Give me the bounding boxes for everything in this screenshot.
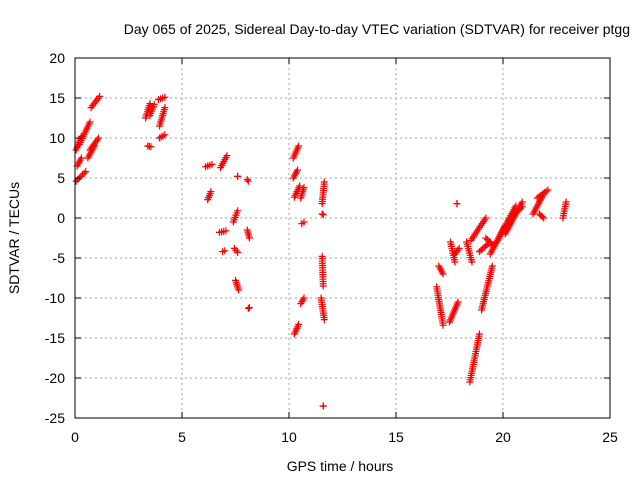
data-point xyxy=(222,227,230,235)
data-point xyxy=(439,270,447,278)
y-tick-label: 15 xyxy=(49,90,65,106)
data-point xyxy=(482,214,490,222)
data-point xyxy=(486,239,494,247)
data-point xyxy=(207,188,215,196)
data-point xyxy=(518,203,526,211)
data-point xyxy=(234,207,242,215)
y-tick-label: -25 xyxy=(45,410,65,426)
data-point xyxy=(300,294,308,302)
y-tick-label: -5 xyxy=(53,250,66,266)
data-point xyxy=(77,154,85,162)
data-point xyxy=(245,304,253,312)
data-point xyxy=(544,186,552,194)
data-point xyxy=(320,178,328,186)
data-point xyxy=(517,204,525,212)
y-tick-label: -10 xyxy=(45,290,65,306)
y-tick-label: 10 xyxy=(49,130,65,146)
data-point xyxy=(451,258,459,266)
data-point xyxy=(482,234,490,242)
data-point xyxy=(72,177,80,185)
data-point xyxy=(318,210,326,218)
data-point xyxy=(296,182,304,190)
data-point xyxy=(455,244,463,252)
data-point xyxy=(96,92,104,100)
data-point xyxy=(488,262,496,270)
x-tick-label: 15 xyxy=(388,429,404,445)
axis-ticks: 0 5 10 15 20 25 -25 -20 -15 -10 -5 0 5 10 15 20 xyxy=(45,50,618,445)
data-point xyxy=(454,298,462,306)
x-tick-label: 25 xyxy=(602,429,618,445)
data-point xyxy=(320,316,328,324)
x-tick-label: 5 xyxy=(178,429,186,445)
data-point xyxy=(221,247,229,255)
x-tick-label: 0 xyxy=(71,429,79,445)
data-point xyxy=(294,166,302,174)
data-point xyxy=(93,136,101,144)
data-point xyxy=(161,93,169,101)
grid-lines xyxy=(75,58,610,418)
data-point xyxy=(319,402,327,410)
data-point xyxy=(538,213,546,221)
data-point xyxy=(146,100,154,108)
data-point xyxy=(540,214,548,222)
data-point xyxy=(244,304,252,312)
data-point xyxy=(234,172,242,180)
plot-frame xyxy=(74,57,611,419)
y-axis-title: SDTVAR / TECUs xyxy=(6,182,22,294)
y-tick-label: 20 xyxy=(49,50,65,66)
data-point xyxy=(468,258,476,266)
y-tick-label: -15 xyxy=(45,330,65,346)
data-point xyxy=(319,211,327,219)
data-point xyxy=(453,200,461,208)
data-point xyxy=(77,172,85,180)
data-point xyxy=(208,160,216,168)
data-point xyxy=(150,100,158,108)
data-point xyxy=(78,171,86,179)
data-point xyxy=(475,330,483,338)
y-tick-label: 5 xyxy=(57,170,65,186)
data-point xyxy=(439,321,447,329)
data-point xyxy=(485,237,493,245)
data-point xyxy=(161,131,169,139)
y-tick-label: -20 xyxy=(45,370,65,386)
data-point xyxy=(95,134,103,142)
data-point xyxy=(147,143,155,151)
chart-title: Day 065 of 2025, Sidereal Day-to-day VTE… xyxy=(124,21,630,37)
y-tick-label: 0 xyxy=(57,210,65,226)
data-points xyxy=(72,92,570,410)
data-point xyxy=(223,152,231,160)
data-point xyxy=(319,282,327,290)
x-axis-title: GPS time / hours xyxy=(287,458,394,474)
data-point xyxy=(161,104,169,112)
data-point xyxy=(234,248,242,256)
data-point xyxy=(295,142,303,150)
x-tick-label: 20 xyxy=(495,429,511,445)
data-point xyxy=(483,236,491,244)
data-point xyxy=(244,177,252,185)
data-point xyxy=(235,286,243,294)
data-point xyxy=(86,118,94,126)
data-point xyxy=(295,320,303,328)
x-tick-label: 10 xyxy=(281,429,297,445)
data-point xyxy=(562,198,570,206)
data-point xyxy=(245,234,253,242)
data-point xyxy=(82,168,90,176)
data-point xyxy=(80,169,88,177)
data-point xyxy=(300,184,308,192)
data-point xyxy=(243,176,251,184)
data-point xyxy=(300,218,308,226)
